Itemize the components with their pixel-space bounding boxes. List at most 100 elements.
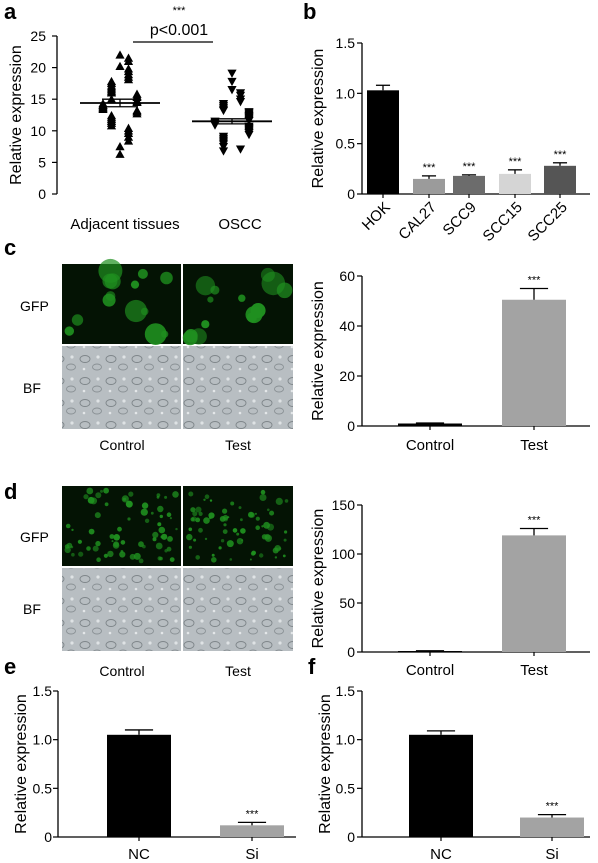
x-category-label: Si xyxy=(545,846,558,863)
fluorescent-cell xyxy=(164,495,168,499)
y-tick-label: 1.0 xyxy=(336,732,356,748)
fluorescent-cell xyxy=(226,540,234,548)
fluorescent-cell xyxy=(238,506,242,510)
y-tick-label: 25 xyxy=(30,28,46,44)
bar xyxy=(499,173,531,194)
fluorescent-cell xyxy=(249,558,252,561)
fluorescent-cell xyxy=(161,533,168,540)
y-tick-label: 1.5 xyxy=(336,35,356,51)
bar xyxy=(502,299,566,426)
y-tick-label: 0 xyxy=(347,644,355,660)
y-axis-title: Relative expression xyxy=(13,694,30,834)
fluorescent-cell xyxy=(121,495,129,503)
fluorescent-cell xyxy=(167,536,173,542)
fluorescent-cell xyxy=(222,514,229,521)
fluorescent-cell xyxy=(141,502,149,509)
fluorescent-cell xyxy=(142,544,146,549)
bar xyxy=(544,165,576,194)
fluorescent-cell xyxy=(64,326,75,336)
fluorescent-cell xyxy=(241,539,244,542)
y-tick-label: 20 xyxy=(30,60,46,76)
bar xyxy=(409,734,473,837)
fluorescent-cell xyxy=(236,532,240,536)
fluorescent-cell xyxy=(95,492,102,499)
data-point xyxy=(115,61,125,71)
fluorescent-cell xyxy=(96,557,101,562)
fluorescent-cell xyxy=(259,494,267,501)
fluorescent-cell xyxy=(130,280,140,289)
col-label-test: Test xyxy=(225,663,251,679)
x-category-label: Control xyxy=(406,437,454,454)
bar xyxy=(220,825,284,837)
fluorescent-cell xyxy=(124,299,148,323)
bar xyxy=(107,734,171,837)
fluorescent-cell xyxy=(260,489,266,495)
fluorescent-cell xyxy=(125,500,133,508)
y-tick-label: 50 xyxy=(339,595,355,611)
x-category-label: OSCC xyxy=(218,216,262,233)
bf-image-control xyxy=(62,568,181,651)
fluorescent-cell xyxy=(175,527,178,531)
fluorescent-cell xyxy=(229,558,233,561)
fluorescent-cell xyxy=(264,534,272,542)
chart-f: Relative expression 0 0.5 1.0 1.5 NC *** Si xyxy=(317,683,590,863)
micrograph-panel-d: GFP BF Control Test xyxy=(20,486,293,679)
x-category-label: NC xyxy=(128,846,150,863)
gfp-image-test xyxy=(183,486,293,566)
fluorescent-cell xyxy=(254,512,257,515)
data-point xyxy=(123,75,134,84)
fluorescent-cell xyxy=(94,512,101,519)
panel-letter-c: c xyxy=(4,235,16,260)
significance-stars: *** xyxy=(423,162,437,174)
data-point xyxy=(106,121,117,130)
significance-stars: *** xyxy=(463,161,477,173)
data-point xyxy=(115,149,125,158)
fluorescent-cell xyxy=(283,538,287,542)
fluorescent-cell xyxy=(150,511,154,515)
x-category-label: Test xyxy=(520,662,548,679)
fluorescent-cell xyxy=(269,510,275,516)
fluorescent-cell xyxy=(238,294,246,302)
y-tick-label: 0.5 xyxy=(33,780,53,796)
y-axis-title: Relative expression xyxy=(310,509,327,649)
fluorescent-cell xyxy=(169,517,172,520)
bf-image-test xyxy=(183,346,293,429)
y-tick-label: 1.0 xyxy=(336,85,356,101)
fluorescent-cell xyxy=(211,553,215,557)
fluorescent-cell xyxy=(222,508,228,514)
micrograph-panel-c: GFP BF Control Test xyxy=(20,258,293,453)
y-axis-title: Relative expression xyxy=(310,49,327,189)
fluorescent-cell xyxy=(240,528,246,534)
col-label-control: Control xyxy=(99,663,144,679)
fluorescent-cell xyxy=(113,541,119,547)
significance-stars: *** xyxy=(528,515,542,527)
significance-stars: *** xyxy=(173,5,187,17)
fluorescent-cell xyxy=(105,291,116,301)
fluorescent-cell xyxy=(78,551,84,557)
fluorescent-cell xyxy=(274,545,282,552)
fluorescent-cell xyxy=(95,540,101,547)
fluorescent-cell xyxy=(172,491,179,498)
fluorescent-cell xyxy=(190,328,207,345)
data-point xyxy=(115,142,125,151)
fluorescent-cell xyxy=(190,507,196,513)
bar xyxy=(413,178,445,194)
fluorescent-cell xyxy=(65,523,71,529)
fluorescent-cell xyxy=(282,554,286,558)
bf-image-test xyxy=(183,568,293,651)
x-category-label: CAL27 xyxy=(395,199,439,243)
fluorescent-cell xyxy=(198,527,203,533)
fluorescent-cell xyxy=(207,296,214,303)
fluorescent-cell xyxy=(232,528,238,533)
data-point xyxy=(132,109,142,118)
fluorescent-cell xyxy=(152,531,159,539)
fluorescent-cell xyxy=(109,534,115,539)
significance-stars: *** xyxy=(554,149,568,161)
fluorescent-cell xyxy=(240,518,243,522)
data-point xyxy=(115,50,125,59)
fluorescent-cell xyxy=(157,522,162,527)
fluorescent-cell xyxy=(195,276,216,296)
data-point xyxy=(123,56,134,65)
fluorescent-cell xyxy=(144,518,150,523)
fluorescent-cell xyxy=(98,258,123,283)
